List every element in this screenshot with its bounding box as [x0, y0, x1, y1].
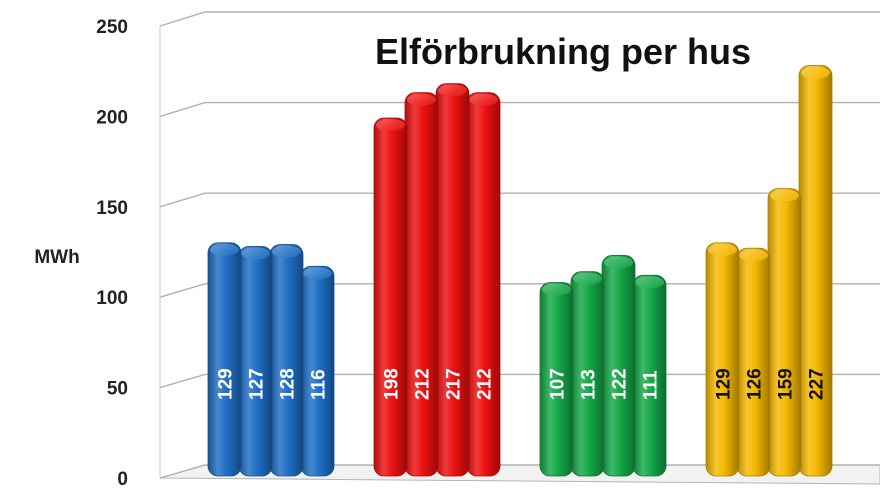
data-label: 212 [413, 368, 434, 400]
bar-top [241, 247, 270, 260]
bar [466, 92, 501, 477]
bar [705, 242, 740, 477]
bar-top [376, 119, 405, 132]
bar-top [770, 189, 799, 202]
gridline [159, 11, 880, 27]
gridline [159, 192, 880, 208]
y-tick-label: 200 [96, 107, 128, 128]
bar-top [635, 276, 664, 289]
bar [798, 65, 833, 477]
y-tick-label: 100 [96, 288, 128, 309]
bar-top [739, 249, 768, 262]
bar-top [604, 256, 633, 269]
data-label: 107 [548, 368, 569, 400]
chart-title: Elförbrukning per hus [375, 31, 751, 72]
bar [767, 188, 802, 477]
data-label: 111 [641, 370, 662, 400]
gridline [159, 101, 880, 118]
data-label: 116 [309, 369, 330, 400]
bar-top [542, 283, 571, 296]
bar-top [573, 272, 602, 285]
bar [601, 255, 636, 477]
bar-top [438, 84, 467, 97]
bar-group: 107 113 122 111 [539, 255, 667, 477]
bar [238, 245, 273, 477]
bars: 129 127 128 116 198 212 217 212 107 113 122 111 129 1… [207, 65, 833, 477]
bar-top [708, 243, 737, 256]
data-label: 122 [610, 368, 631, 400]
bar [269, 244, 304, 477]
data-label: 129 [216, 368, 237, 400]
bar [404, 92, 439, 477]
data-label: 198 [382, 368, 403, 400]
y-tick-label: 50 [107, 379, 128, 400]
bar-top [469, 93, 498, 106]
data-label: 217 [444, 368, 465, 400]
data-label: 127 [247, 368, 268, 400]
bar-group: 198 212 217 212 [373, 83, 501, 477]
bar-top [407, 93, 436, 106]
y-tick-label: 250 [96, 17, 128, 38]
bar [435, 83, 470, 477]
y-axis-ticks: 0 50 100 150 200 250 [96, 17, 128, 490]
y-tick-label: 0 [117, 469, 128, 490]
bar [207, 242, 242, 477]
data-label: 128 [278, 368, 299, 400]
data-label: 212 [475, 368, 496, 400]
bar-top [272, 245, 301, 258]
bar-top [801, 66, 830, 79]
bar [539, 282, 574, 477]
bar-group: 129 127 128 116 [207, 242, 335, 477]
bar [373, 117, 408, 477]
data-label: 227 [807, 368, 828, 400]
y-axis-label: MWh [34, 247, 79, 268]
bar-top [303, 267, 332, 280]
data-label: 126 [745, 368, 766, 400]
y-tick-label: 150 [96, 198, 128, 219]
data-label: 159 [776, 368, 797, 400]
bar [736, 247, 771, 477]
data-label: 129 [714, 368, 735, 400]
bar-group: 129 126 159 227 [705, 65, 833, 477]
data-label: 113 [579, 369, 600, 400]
bar-top [210, 243, 239, 256]
